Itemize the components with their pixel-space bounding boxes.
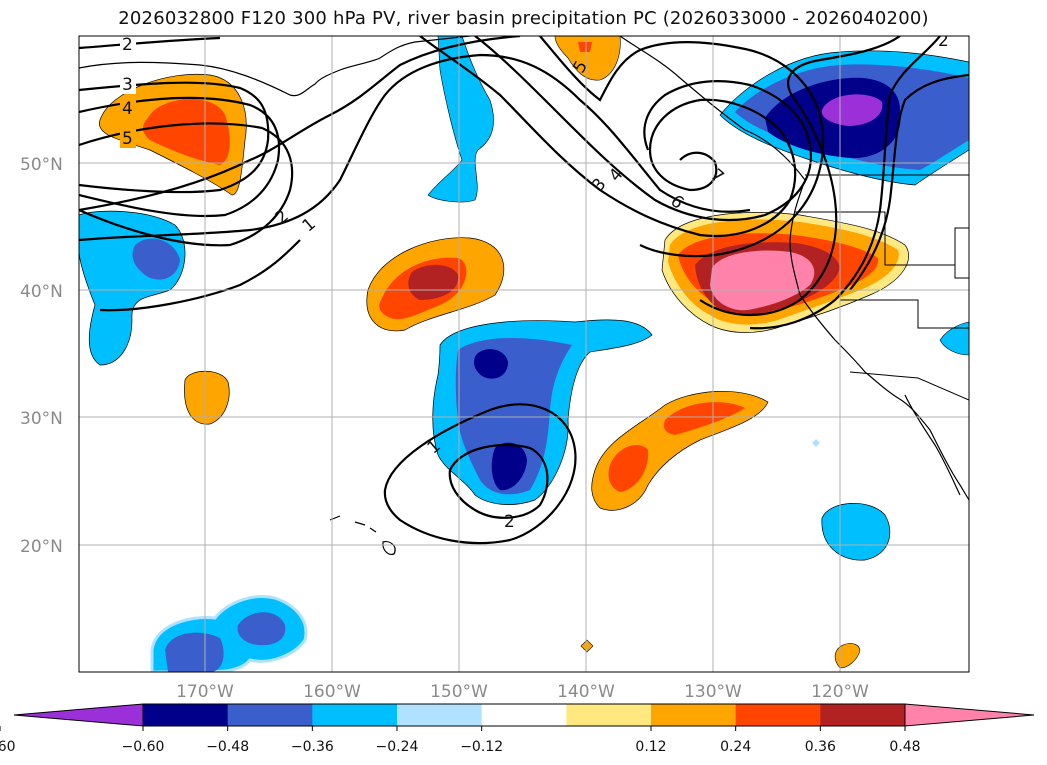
anomaly-strong-northwest xyxy=(143,99,230,165)
anomaly-tiny-blue xyxy=(812,439,820,447)
state-line-3 xyxy=(954,227,969,279)
pv-contour-4 xyxy=(79,96,281,218)
lon-label: 160°W xyxy=(303,682,361,702)
colorbar-segment xyxy=(143,704,229,726)
anomaly-strong-south-left xyxy=(608,445,649,492)
pv-contour-1-west xyxy=(79,53,751,242)
lat-label: 30°N xyxy=(20,409,63,429)
island-2 xyxy=(354,521,366,526)
baja-peninsula xyxy=(904,394,961,496)
political-borders xyxy=(795,174,969,401)
contour-label: 4 xyxy=(122,99,133,119)
pv-contour-1-south xyxy=(99,239,301,312)
lat-label: 40°N xyxy=(20,282,63,302)
lat-label: 20°N xyxy=(20,537,63,557)
alaska-coast xyxy=(79,36,471,97)
anomaly-extreme-northeast xyxy=(821,94,883,126)
anomaly-moderate-west xyxy=(132,238,180,280)
colorbar-segment xyxy=(651,704,737,726)
colorbar-tick-label: −0.12 xyxy=(460,739,503,755)
contour-label: 5 xyxy=(122,129,133,149)
state-line-2 xyxy=(840,299,969,329)
lon-label: 170°W xyxy=(176,682,234,702)
anomaly-tiny-south xyxy=(834,643,861,669)
colorbar-segment xyxy=(820,704,906,726)
pv-contour-cutoff-7 xyxy=(749,36,941,330)
pv-contour-2-central xyxy=(448,443,549,519)
anomaly-strong-south-right xyxy=(663,402,745,435)
colorbar-tick-label: −0.60 xyxy=(122,739,165,755)
contour-label-bg xyxy=(120,98,136,118)
colorbar-segment xyxy=(227,704,313,726)
colorbar: −0.60 −0.48 −0.36 −0.24 −0.12 0.12 0.24 0.36 0.4… xyxy=(0,703,1035,755)
lon-label: 120°W xyxy=(811,682,869,702)
contour-label-bg xyxy=(120,74,136,94)
contour-label: 2 xyxy=(938,31,949,51)
anomaly-strong-negative-lower xyxy=(491,442,527,491)
pv-contour-1-central xyxy=(383,403,577,545)
anomaly-very-strong-central xyxy=(408,264,459,300)
pv-contour-east xyxy=(849,73,969,291)
coastlines xyxy=(79,36,969,555)
anomaly-tiny-central xyxy=(580,639,594,653)
pv-contour-3 xyxy=(79,81,270,194)
colorbar-min-extension xyxy=(13,703,144,727)
graticule xyxy=(79,36,969,672)
precip-shading xyxy=(79,36,969,672)
contour-label: 2 xyxy=(504,512,515,532)
map-panel: 2 3 4 5 2 1 1 2 6 7 3 4 5 2 xyxy=(79,31,969,672)
contour-label-bg xyxy=(120,36,136,54)
lon-label: 140°W xyxy=(557,682,615,702)
colorbar-tick-label: −0.48 xyxy=(206,739,249,755)
lon-label: 130°W xyxy=(684,682,742,702)
contour-label: 2 xyxy=(122,35,133,55)
pacific-northwest-coast xyxy=(619,36,969,501)
latitude-labels: 50°N 40°N 30°N 20°N xyxy=(20,155,63,557)
colorbar-segment xyxy=(397,704,483,726)
colorbar-tick-label: −0.36 xyxy=(291,739,334,755)
anomaly-strong-north xyxy=(578,42,592,52)
island-3 xyxy=(369,527,377,533)
anomaly-extreme-westcoast xyxy=(710,250,815,311)
colorbar-max-extension xyxy=(904,703,1035,727)
anomaly-moderate-southwest-left xyxy=(165,632,224,672)
map-frame xyxy=(78,35,970,673)
figure-title: 2026032800 F120 300 hPa PV, river basin … xyxy=(118,8,929,29)
anomaly-positive-small xyxy=(184,370,230,425)
lon-label: 150°W xyxy=(430,682,488,702)
lat-label: 50°N xyxy=(20,155,63,175)
pv-contour-cutoff-6 xyxy=(699,36,901,316)
colorbar-tick-label: 0.60 xyxy=(0,739,16,755)
anomaly-negative-east xyxy=(939,321,969,356)
pv-contour-5 xyxy=(79,122,294,247)
contour-label-bg xyxy=(120,128,136,148)
anomaly-positive-north xyxy=(554,36,621,81)
pv-contour-cutoff-5 xyxy=(539,36,825,258)
colorbar-tick-label: 0.24 xyxy=(720,739,751,755)
colorbar-segment xyxy=(735,704,821,726)
pv-contours xyxy=(79,36,969,545)
colorbar-tick-label: 0.48 xyxy=(889,739,920,755)
pv-contour-cutoff-3 xyxy=(419,36,797,237)
pv-contour-cutoff-4 xyxy=(474,36,812,222)
longitude-labels: 170°W 160°W 150°W 140°W 130°W 120°W xyxy=(176,682,869,702)
colorbar-frame xyxy=(142,703,906,727)
colorbar-tick-label: 0.12 xyxy=(635,739,666,755)
colorbar-tick-label: 0.36 xyxy=(805,739,836,755)
anomaly-negative-southeast xyxy=(821,503,891,561)
us-mexico-border xyxy=(849,371,969,401)
colorbar-segment xyxy=(566,704,652,726)
hawaii-big-island xyxy=(382,541,396,555)
contour-label: 3 xyxy=(122,75,133,95)
pv-contour-2-north xyxy=(79,36,221,50)
anomaly-strong-negative-upper xyxy=(474,349,508,379)
colorbar-segment xyxy=(481,704,567,726)
colorbar-tick-label: −0.24 xyxy=(376,739,419,755)
colorbar-segment xyxy=(312,704,398,726)
anomaly-moderate-southwest-right xyxy=(237,612,286,646)
pv-contour-2-west xyxy=(79,36,521,212)
